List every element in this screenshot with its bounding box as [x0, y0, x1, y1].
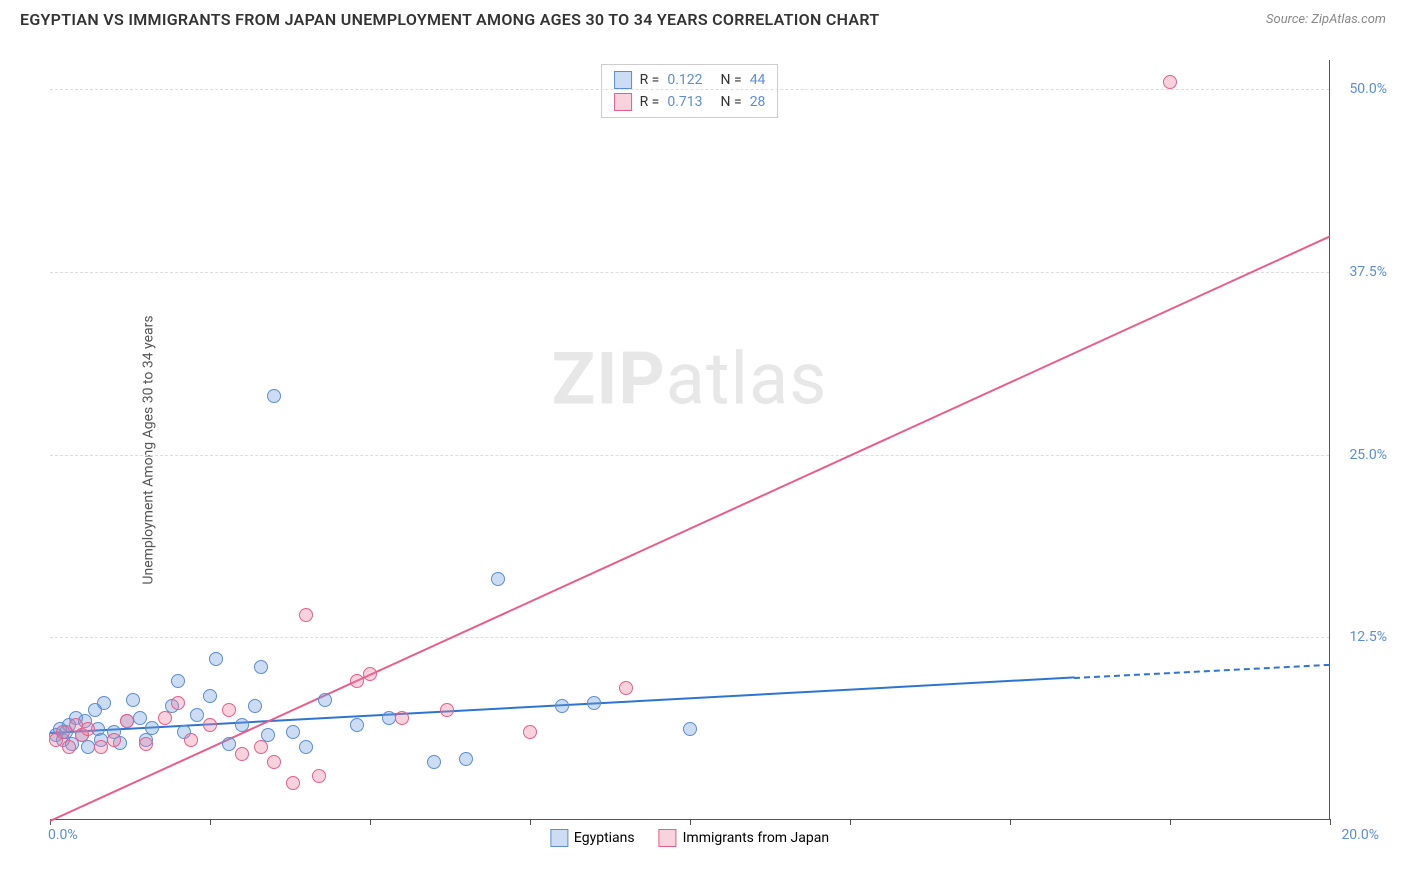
data-point [312, 769, 326, 783]
watermark-light: atlas [666, 336, 828, 421]
data-point [491, 572, 505, 586]
y-tick-label: 25.0% [1349, 447, 1387, 463]
gridline [50, 637, 1329, 638]
data-point [267, 755, 281, 769]
x-tick [690, 819, 691, 825]
legend-n-val-0: 44 [750, 72, 766, 88]
legend-n-val-1: 28 [750, 94, 766, 110]
watermark-bold: ZIP [552, 336, 666, 421]
x-tick-label: 0.0% [48, 827, 78, 843]
data-point [267, 389, 281, 403]
data-point [395, 711, 409, 725]
data-point [94, 740, 108, 754]
x-tick-label: 20.0% [1341, 827, 1379, 843]
legend-swatch-japan [614, 93, 632, 111]
data-point [235, 718, 249, 732]
gridline [50, 272, 1329, 273]
data-point [299, 740, 313, 754]
gridline [50, 89, 1329, 90]
trend-line-extension [1074, 664, 1330, 679]
plot-region: ZIPatlas R = 0.122 N = 44 R = 0.713 N = … [50, 60, 1330, 820]
data-point [440, 703, 454, 717]
data-point [683, 722, 697, 736]
data-point [222, 737, 236, 751]
chart-title: EGYPTIAN VS IMMIGRANTS FROM JAPAN UNEMPL… [20, 10, 880, 29]
legend-label-egyptians: Egyptians [574, 830, 635, 846]
data-point [619, 681, 633, 695]
data-point [427, 755, 441, 769]
legend-item-egyptians: Egyptians [550, 829, 635, 847]
legend-r-val-1: 0.713 [667, 94, 702, 110]
gridline [50, 455, 1329, 456]
data-point [158, 711, 172, 725]
data-point [363, 667, 377, 681]
data-point [254, 740, 268, 754]
y-tick-label: 12.5% [1349, 629, 1387, 645]
data-point [171, 696, 185, 710]
data-point [139, 737, 153, 751]
data-point [523, 725, 537, 739]
x-tick [850, 819, 851, 825]
data-point [587, 696, 601, 710]
legend-correlation: R = 0.122 N = 44 R = 0.713 N = 28 [601, 64, 779, 118]
data-point [171, 674, 185, 688]
chart-area: Unemployment Among Ages 30 to 34 years Z… [50, 60, 1386, 840]
legend-swatch-egyptians [614, 71, 632, 89]
data-point [62, 740, 76, 754]
data-point [203, 689, 217, 703]
data-point [459, 752, 473, 766]
chart-header: EGYPTIAN VS IMMIGRANTS FROM JAPAN UNEMPL… [0, 0, 1406, 35]
legend-row-egyptians: R = 0.122 N = 44 [614, 69, 766, 91]
legend-r-label: R = [640, 94, 660, 110]
legend-r-val-0: 0.122 [667, 72, 702, 88]
data-point [350, 674, 364, 688]
data-point [1163, 75, 1177, 89]
data-point [107, 733, 121, 747]
data-point [254, 660, 268, 674]
data-point [350, 718, 364, 732]
x-tick [370, 819, 371, 825]
data-point [286, 725, 300, 739]
legend-r-label: R = [640, 72, 660, 88]
data-point [222, 703, 236, 717]
data-point [190, 708, 204, 722]
y-tick-label: 50.0% [1349, 81, 1387, 97]
data-point [555, 699, 569, 713]
x-tick [530, 819, 531, 825]
data-point [133, 711, 147, 725]
x-tick [1010, 819, 1011, 825]
data-point [126, 693, 140, 707]
data-point [299, 608, 313, 622]
data-point [318, 693, 332, 707]
data-point [120, 714, 134, 728]
x-tick [1330, 819, 1331, 825]
data-point [203, 718, 217, 732]
x-tick [210, 819, 211, 825]
data-point [209, 652, 223, 666]
data-point [145, 721, 159, 735]
legend-swatch-icon [550, 829, 568, 847]
watermark: ZIPatlas [552, 336, 828, 421]
data-point [184, 733, 198, 747]
data-point [286, 776, 300, 790]
legend-swatch-icon [659, 829, 677, 847]
chart-source: Source: ZipAtlas.com [1266, 12, 1386, 27]
legend-n-label: N = [721, 72, 742, 88]
data-point [235, 747, 249, 761]
legend-label-japan: Immigrants from Japan [683, 830, 829, 846]
legend-n-label: N = [721, 94, 742, 110]
legend-item-japan: Immigrants from Japan [659, 829, 829, 847]
data-point [97, 696, 111, 710]
legend-series: Egyptians Immigrants from Japan [550, 829, 829, 847]
data-point [56, 725, 70, 739]
x-tick [1170, 819, 1171, 825]
y-tick-label: 37.5% [1349, 264, 1387, 280]
legend-row-japan: R = 0.713 N = 28 [614, 91, 766, 113]
data-point [248, 699, 262, 713]
data-point [81, 722, 95, 736]
